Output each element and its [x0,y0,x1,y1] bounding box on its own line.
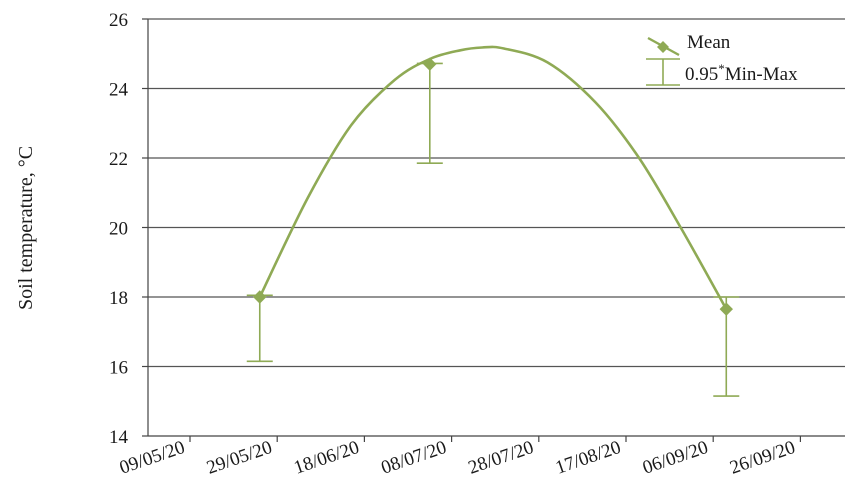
legend-mean-label: Mean [687,32,731,53]
legend-minmax-sup: * [718,61,725,76]
y-tick-label: 20 [109,219,128,240]
legend-minmax-main: 0.95 [685,64,718,85]
mean-point [423,57,437,71]
x-ticks: 09/05/20 29/05/20 18/06/20 08/07/20 28/07/20… [117,436,802,479]
mean-point [253,290,267,304]
y-tick-label: 24 [109,80,129,101]
legend-minmax-rest: Min-Max [725,64,798,85]
fitted-curve-line [258,45,728,310]
y-tick-label: 18 [109,288,128,309]
mean-point [719,302,733,316]
x-tick-label: 26/09/20 [727,437,798,479]
y-tick-label: 16 [109,358,128,379]
x-tick-label: 28/07/20 [466,437,537,479]
fitted-curve [258,45,728,310]
legend: Mean 0.95*Min-Max [646,32,798,86]
x-tick-label: 17/08/20 [553,437,624,479]
error-bars [246,62,740,397]
x-tick-label: 18/06/20 [291,437,362,479]
y-ticks: 14 16 18 20 22 24 26 [109,10,148,448]
x-tick-label: 08/07/20 [379,437,450,479]
y-tick-label: 26 [109,10,128,31]
y-axis-label: Soil temperature, °C [15,146,37,310]
data-points [253,57,733,316]
x-tick-label: 06/09/20 [640,437,711,479]
x-tick-label: 29/05/20 [204,437,275,479]
y-tick-label: 22 [109,149,128,170]
y-tick-label: 14 [109,427,129,448]
legend-minmax-label: 0.95*Min-Max [685,61,798,85]
legend-mean-marker [657,41,669,53]
